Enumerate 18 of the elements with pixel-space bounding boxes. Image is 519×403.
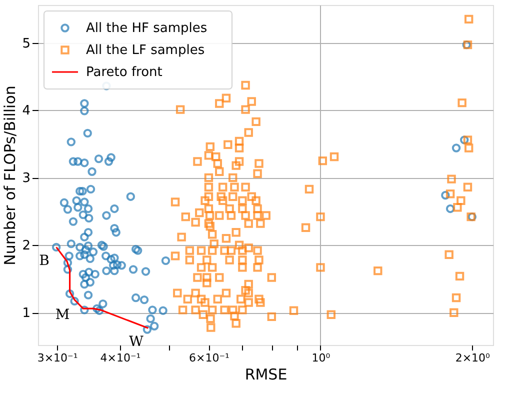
x-axis-title: RMSE xyxy=(244,366,288,384)
x-tick-label: 2×10⁰ xyxy=(455,352,491,364)
y-tick-label: 4 xyxy=(22,104,30,119)
y-axis-title: Number of FLOPs/Billion xyxy=(1,86,20,266)
y-tick-label: 2 xyxy=(22,238,30,254)
x-tick-label: 4×10⁻¹ xyxy=(100,352,141,364)
annotation: M xyxy=(55,307,70,324)
legend-label: Pareto front xyxy=(86,65,162,80)
x-tick-label: 10⁰ xyxy=(312,352,331,364)
annotation: W xyxy=(128,334,144,350)
x-tick-label: 6×10⁻¹ xyxy=(188,352,230,364)
annotation: B xyxy=(39,253,50,270)
y-tick-label: 1 xyxy=(22,306,30,322)
y-tick-label: 3 xyxy=(22,171,30,186)
x-tick-label: 3×10⁻¹ xyxy=(37,352,78,364)
legend-label: All the HF samples xyxy=(86,21,208,36)
legend-label: All the LF samples xyxy=(86,43,205,58)
y-tick-label: 5 xyxy=(22,36,30,52)
